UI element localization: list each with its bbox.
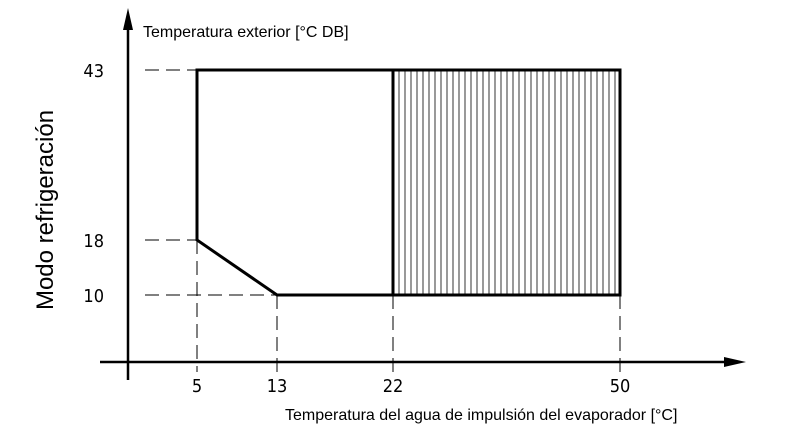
guides — [145, 69, 621, 372]
x-label: Temperatura del agua de impulsión del ev… — [285, 407, 677, 424]
x-tick-label: 22 — [383, 376, 404, 397]
y-label: Modo refrigeración — [32, 110, 59, 310]
y-tick-label: 18 — [83, 231, 104, 252]
title: Temperatura exterior [°C DB] — [143, 24, 349, 41]
x-tick-label: 5 — [192, 376, 202, 397]
y-tick-label: 10 — [83, 286, 104, 307]
envelope — [195, 68, 622, 297]
x-tick-label: 13 — [267, 376, 288, 397]
hatched-area — [393, 70, 620, 295]
y-arrow — [123, 8, 133, 30]
y-tick-label: 43 — [83, 61, 104, 82]
x-tick-label: 50 — [610, 376, 631, 397]
x-arrow — [724, 357, 746, 367]
